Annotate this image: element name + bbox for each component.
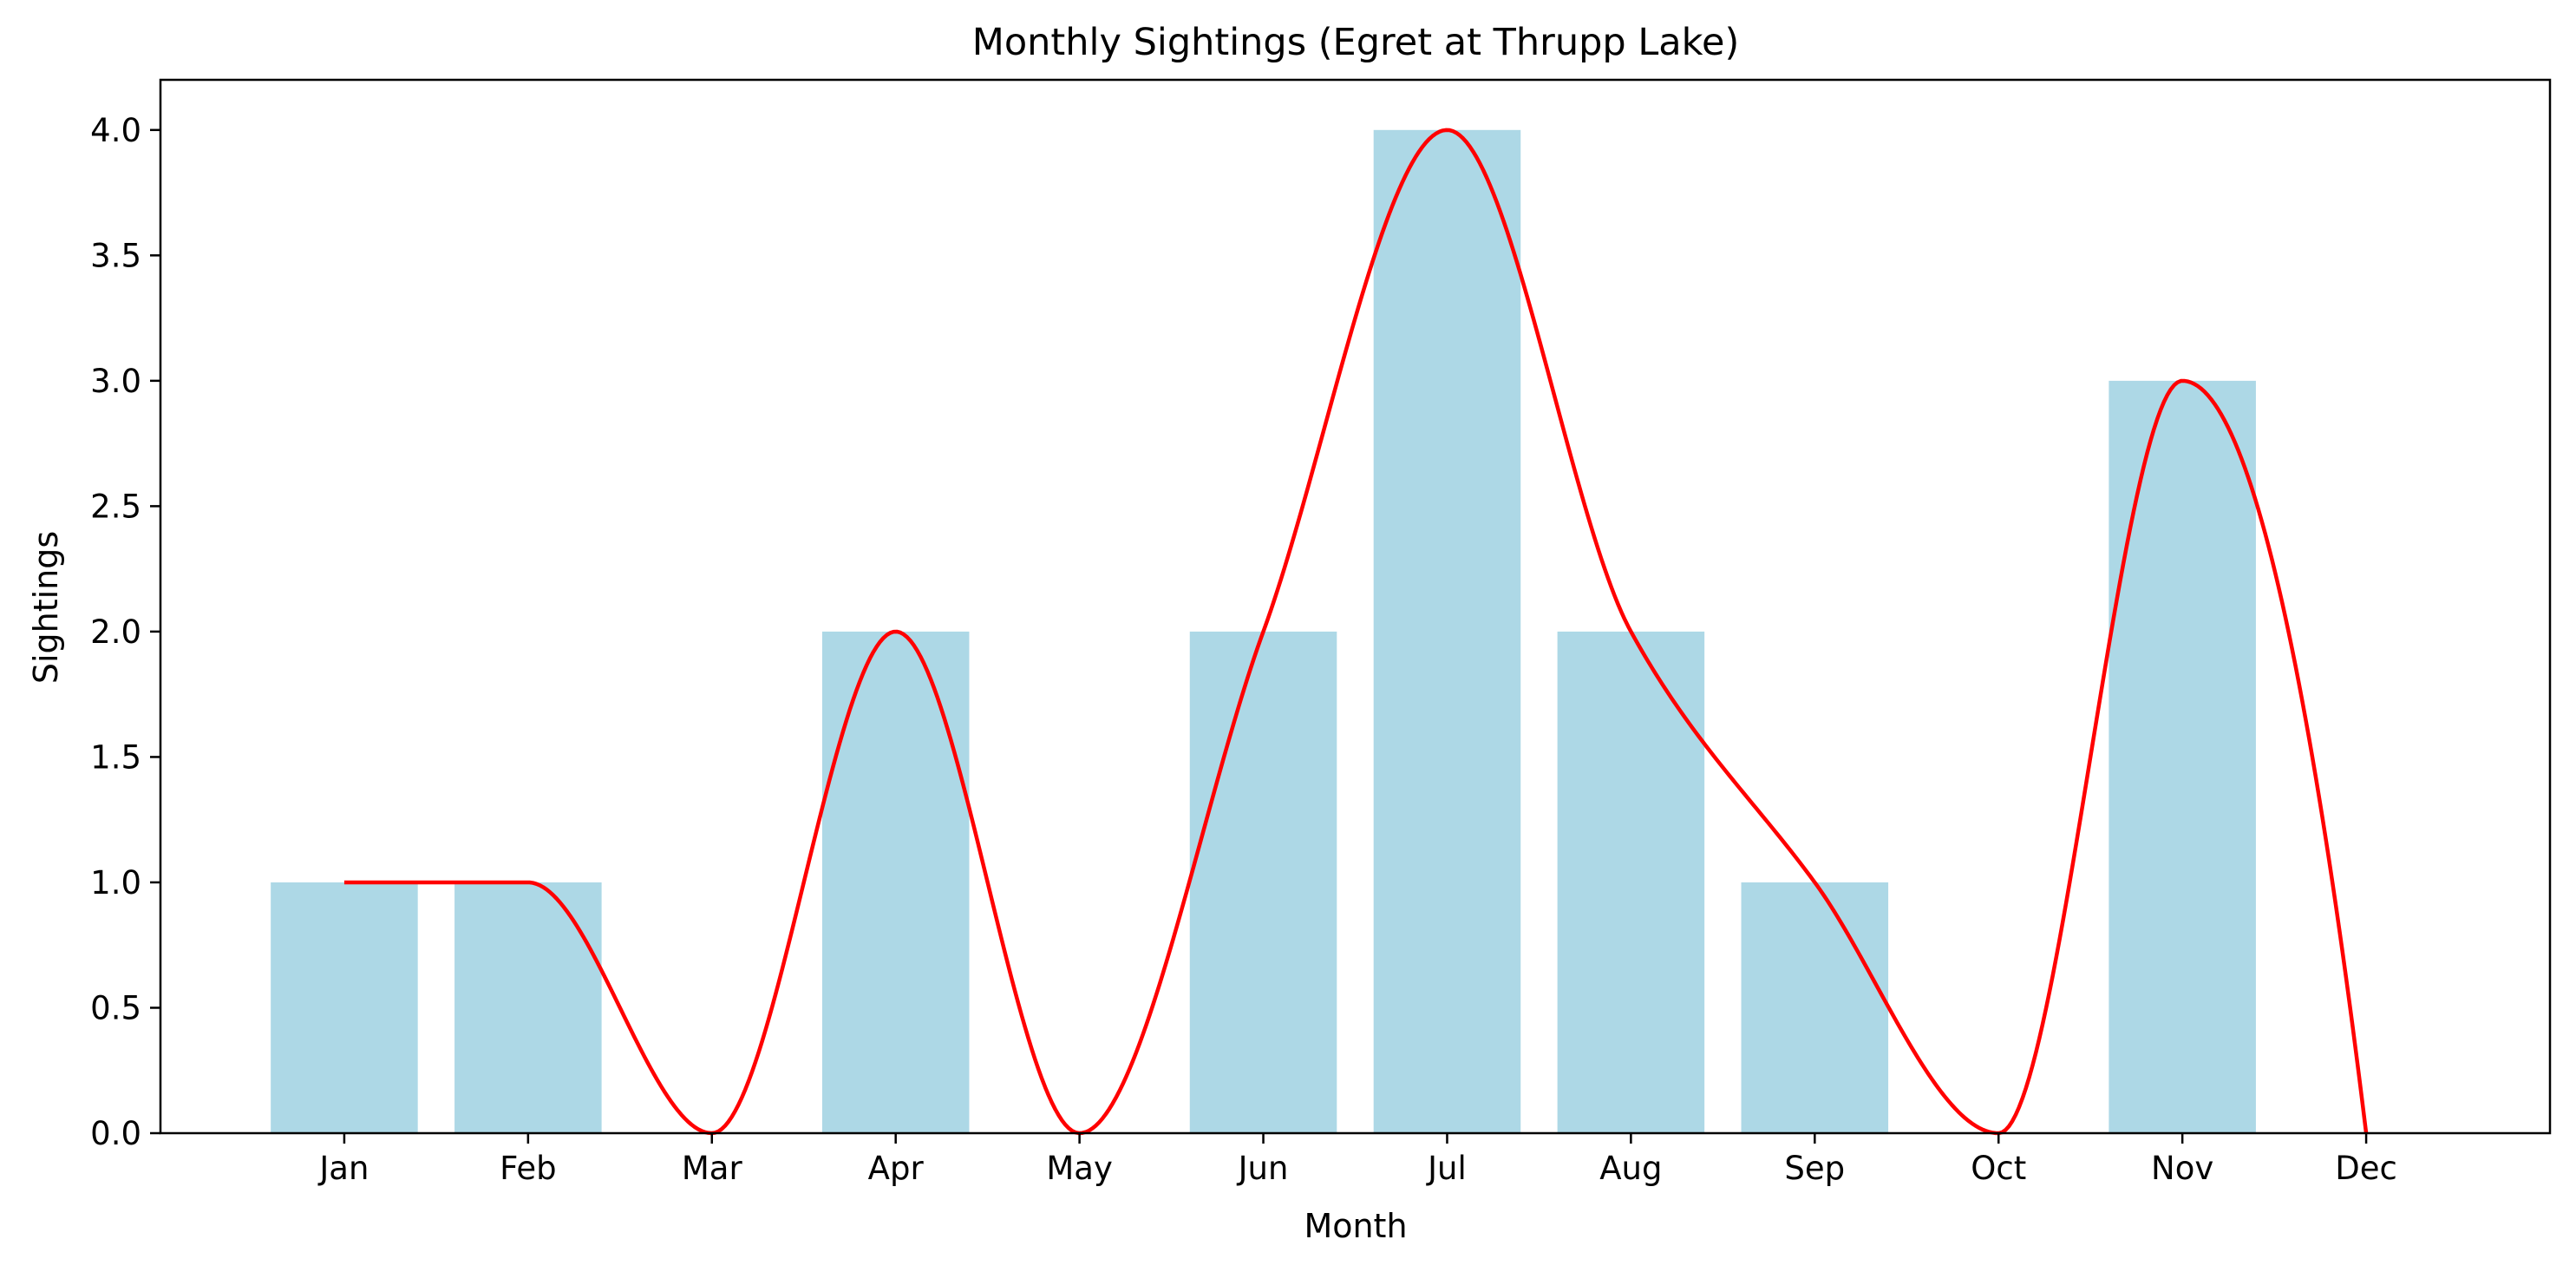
bar-apr xyxy=(821,631,970,1133)
bar-jul xyxy=(1373,129,1521,1133)
y-tick-label: 1.5 xyxy=(90,738,141,776)
x-tick-label-sep: Sep xyxy=(1784,1150,1845,1187)
smoothed-line-series xyxy=(343,128,2369,1136)
bar-feb xyxy=(454,882,602,1133)
x-tick-label-mar: Mar xyxy=(682,1150,743,1187)
x-axis-label: Month xyxy=(1304,1207,1407,1245)
x-axis: Jan Feb Mar Apr May Jun Jul Aug Sep Oct Nov Dec xyxy=(317,1133,2397,1187)
y-tick-label: 2.5 xyxy=(90,488,141,525)
bar-sep xyxy=(1741,882,1889,1133)
trend-line xyxy=(343,128,2369,1136)
x-tick-label-apr: Apr xyxy=(868,1150,925,1187)
bar-nov xyxy=(2109,380,2256,1133)
y-tick-label: 3.0 xyxy=(90,363,141,400)
y-tick-label: 3.5 xyxy=(90,237,141,274)
x-tick-label-jul: Jul xyxy=(1426,1150,1467,1187)
x-tick-label-jun: Jun xyxy=(1237,1150,1289,1187)
bar-jan xyxy=(271,882,418,1133)
chart-title: Monthly Sightings (Egret at Thrupp Lake) xyxy=(972,21,1740,64)
x-tick-label-nov: Nov xyxy=(2151,1150,2213,1187)
x-tick-label-jan: Jan xyxy=(317,1150,369,1187)
y-tick-label: 2.0 xyxy=(90,613,141,651)
y-axis: 0.0 0.5 1.0 1.5 2.0 2.5 3.0 3.5 4.0 xyxy=(90,112,160,1152)
x-tick-label-feb: Feb xyxy=(500,1150,557,1187)
x-tick-label-dec: Dec xyxy=(2335,1150,2397,1187)
y-tick-label: 0.0 xyxy=(90,1115,141,1152)
y-tick-label: 4.0 xyxy=(90,112,141,149)
bar-aug xyxy=(1557,631,1705,1133)
y-tick-label: 1.0 xyxy=(90,864,141,902)
x-tick-label-oct: Oct xyxy=(1971,1150,2026,1187)
x-tick-label-may: May xyxy=(1046,1150,1113,1187)
x-tick-label-aug: Aug xyxy=(1599,1150,1662,1187)
y-tick-label: 0.5 xyxy=(90,989,141,1026)
plot-frame xyxy=(159,78,2552,1135)
bar-jun xyxy=(1189,631,1337,1133)
y-axis-label: Sightings xyxy=(27,531,65,684)
